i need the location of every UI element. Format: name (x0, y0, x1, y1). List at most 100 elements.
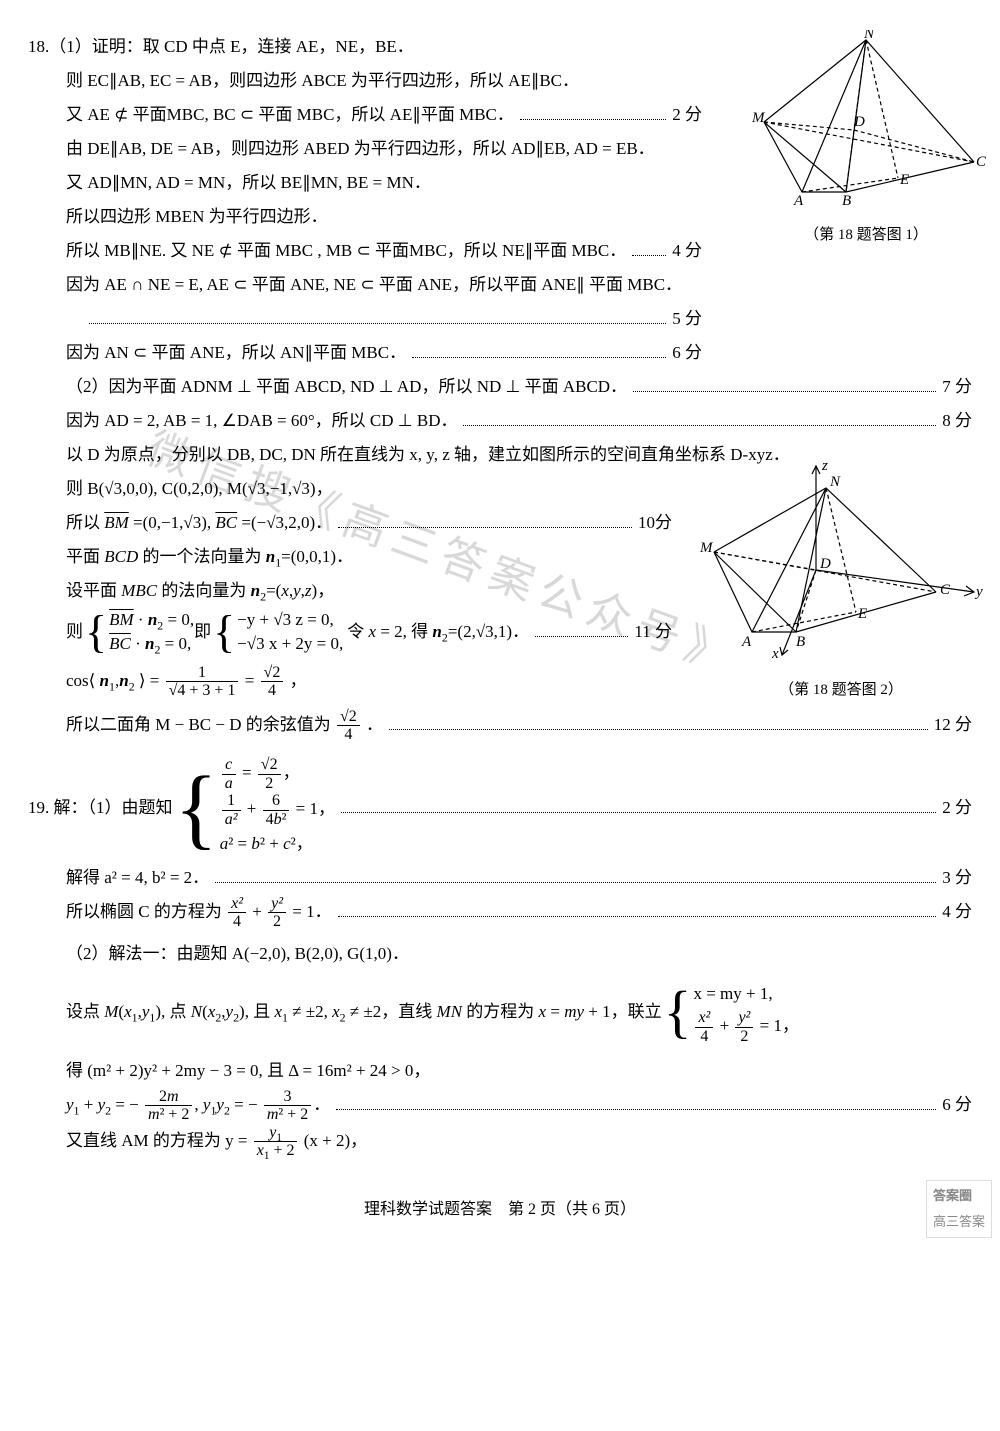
dots (389, 713, 928, 729)
n: x² (228, 895, 246, 914)
q19-l3pts: 4 分 (942, 895, 972, 929)
q18-p2l1pts: 7 分 (942, 370, 972, 404)
q19-l1: 19. 解：（1）由题知 { ca = √22， 1a² + 64b² = 1，… (28, 756, 972, 861)
dots (338, 512, 632, 528)
corner-stamp: 答案圈 高三答案 (926, 1180, 992, 1238)
txt: 又直线 AM 的方程为 y = (66, 1131, 252, 1150)
corner-sub: 高三答案 (933, 1209, 985, 1235)
dots (89, 308, 666, 324)
eq: −√3 x + 2y = 0, (237, 632, 343, 656)
q19-syspts: 2 分 (942, 791, 972, 825)
dots (338, 900, 937, 916)
q19-label: 19. 解：（1）由题知 (28, 791, 173, 825)
q18-p2l8-pre: 则 (66, 615, 83, 649)
q19-l2pts: 3 分 (942, 861, 972, 895)
q18-p2l3: 以 D 为原点，分别以 DB, DC, DN 所在直线为 x, y, z 轴，建… (28, 438, 972, 472)
den: 4 (337, 726, 360, 744)
den: 4 (261, 682, 284, 700)
dots (633, 376, 936, 392)
q19-p2l4pts: 6 分 (942, 1088, 972, 1122)
n: y² (268, 895, 286, 914)
brace-icon: { (85, 611, 107, 652)
q18-l7a: 所以 MB∥NE. 又 NE ⊄ 平面 MBC , MB ⊂ 平面MBC，所以 … (66, 234, 626, 268)
corner-logo: 答案圈 (933, 1183, 985, 1209)
dots (463, 410, 936, 426)
dots (535, 621, 628, 637)
txt: 所以二面角 M − BC − D 的余弦值为 (66, 715, 335, 734)
brace-icon: { (175, 768, 218, 849)
txt: 所以椭圆 C 的方程为 (66, 902, 226, 921)
q18-l6: 所以四边形 MBEN 为平行四边形． (28, 200, 972, 234)
q19-p2l2a: 设点 M(x1,y1), 点 N(x2,y2), 且 x1 ≠ ±2, x2 ≠… (66, 995, 662, 1029)
dots (632, 240, 666, 256)
q18-p2l8-content: 则 { BM · n2 = 0, BC · n2 = 0, 即 { −y + √… (66, 608, 529, 656)
dots (520, 104, 666, 120)
q18-l9: 因为 AN ⊂ 平面 ANE，所以 AN∥平面 MBC． 6 分 (28, 336, 972, 370)
q18-p2l2: 因为 AD = 2, AB = 1, ∠DAB = 60°，所以 CD ⊥ BD… (28, 404, 972, 438)
q18-l7: 所以 MB∥NE. 又 NE ⊄ 平面 MBC , MB ⊂ 平面MBC，所以 … (28, 234, 972, 268)
q18-l4: 由 DE∥AB, DE = AB，则四边形 ABED 为平行四边形，所以 AD∥… (28, 132, 972, 166)
q19-l1-content: 19. 解：（1）由题知 { ca = √22， 1a² + 64b² = 1，… (28, 756, 335, 861)
q18-p2l2pts: 8 分 (942, 404, 972, 438)
end: = 1． (292, 902, 331, 921)
q18-l3: 又 AE ⊄ 平面MBC, BC ⊂ 平面 MBC，所以 AE∥平面 MBC． … (28, 98, 972, 132)
q18-l1: 取 CD 中点 E，连接 AE，NE，BE． (143, 37, 414, 56)
q19-p2l3: 得 (m² + 2)y² + 2my − 3 = 0, 且 Δ = 16m² +… (28, 1054, 972, 1088)
end: (x + 2)， (304, 1131, 367, 1150)
q18-p2l5a: 所以 BM =(0,−1,√3), BC =(−√3,2,0)． (66, 506, 332, 540)
num: 1 (166, 664, 239, 683)
end: ． (366, 715, 383, 734)
q19-p2l4-content: y1 + y2 = − 2mm² + 2, y1y2 = − 3m² + 2． (66, 1088, 330, 1124)
brace-icon: { (213, 611, 235, 652)
q18-p2l1: （2）因为平面 ADNM ⊥ 平面 ABCD, ND ⊥ AD，所以 ND ⊥ … (28, 370, 972, 404)
q18-p2l9: cos⟨ n1,n2 ⟩ = 1√4 + 3 + 1 = √24 ， (28, 664, 972, 700)
q18-p2l5: 所以 BM =(0,−1,√3), BC =(−√3,2,0)． 10分 (28, 506, 972, 540)
q18-l8pts: 5 分 (672, 302, 702, 336)
q18-l3a: 又 AE ⊄ 平面MBC, BC ⊂ 平面 MBC，所以 AE∥平面 MBC． (66, 98, 514, 132)
spacer (66, 302, 83, 336)
q19-l3: 所以椭圆 C 的方程为 x²4 + y²2 = 1． 4 分 (28, 895, 972, 931)
q18-p2l7: 设平面 MBC 的法向量为 n2=(x,y,z)， (28, 574, 972, 608)
q18-p2l10pts: 12 分 (934, 708, 972, 742)
q18-l3pts: 2 分 (672, 98, 702, 132)
q19-l3a: 所以椭圆 C 的方程为 x²4 + y²2 = 1． (66, 895, 332, 931)
brace-icon: { (664, 986, 692, 1038)
q19-p2l5: 又直线 AM 的方程为 y = y1x1 + 2 (x + 2)， (28, 1124, 972, 1160)
q18-p2l8-mid: 即 (194, 615, 211, 649)
q18-p2l1a: （2）因为平面 ADNM ⊥ 平面 ABCD, ND ⊥ AD，所以 ND ⊥ … (66, 370, 627, 404)
q18-l9a: 因为 AN ⊂ 平面 ANE，所以 AN∥平面 MBC． (66, 336, 406, 370)
dots (336, 1093, 936, 1109)
q18-l8: 因为 AE ∩ NE = E, AE ⊂ 平面 ANE, NE ⊂ 平面 ANE… (28, 268, 972, 302)
eq: −y + √3 z = 0, (237, 608, 343, 632)
q19-l2a: 解得 a² = 4, b² = 2． (66, 861, 209, 895)
d: 2 (268, 913, 286, 931)
q19-l2: 解得 a² = 4, b² = 2． 3 分 (28, 861, 972, 895)
q18-l7pts: 4 分 (672, 234, 702, 268)
q18-p2l8: 则 { BM · n2 = 0, BC · n2 = 0, 即 { −y + √… (28, 608, 972, 656)
q18-l8dots: 5 分 (28, 302, 972, 336)
q19-p2l2: 设点 M(x1,y1), 点 N(x2,y2), 且 x1 ≠ ±2, x2 ≠… (28, 979, 972, 1046)
end: ， (290, 671, 307, 690)
q18-l2: 则 EC∥AB, EC = AB，则四边形 ABCE 为平行四边形，所以 AE∥… (28, 64, 972, 98)
q19-p2l1: （2）解法一：由题知 A(−2,0), B(2,0), G(1,0)． (28, 937, 972, 971)
eq: x = my + 1, (693, 979, 799, 1010)
svg-text:y: y (974, 584, 983, 600)
q18-p2l4: 则 B(√3,0,0), C(0,2,0), M(√3,−1,√3)， (28, 472, 972, 506)
svg-text:C: C (976, 154, 986, 170)
q18-label: 18.（1）证明： (28, 37, 143, 56)
page-footer: 理科数学试题答案 第 2 页（共 6 页） (28, 1194, 972, 1226)
dots (412, 342, 666, 358)
q18-p2l2a: 因为 AD = 2, AB = 1, ∠DAB = 60°，所以 CD ⊥ BD… (66, 404, 457, 438)
q18-p2l10: 所以二面角 M − BC − D 的余弦值为 √24 ． 12 分 (28, 708, 972, 744)
q18-p2l6: 平面 BCD 的一个法向量为 n1=(0,0,1)． (28, 540, 972, 574)
q18-l5: 又 AD∥MN, AD = MN，所以 BE∥MN, BE = MN． (28, 166, 972, 200)
q19-p2l4: y1 + y2 = − 2mm² + 2, y1y2 = − 3m² + 2． … (28, 1088, 972, 1124)
dots (215, 866, 936, 882)
eq: = (245, 671, 259, 690)
d: 4 (228, 913, 246, 931)
q18-l9pts: 6 分 (672, 336, 702, 370)
q18-line1: 18.（1）证明：取 CD 中点 E，连接 AE，NE，BE． (28, 30, 972, 64)
q18-p2l10a: 所以二面角 M − BC − D 的余弦值为 √24 ． (66, 708, 383, 744)
q18-p2l5pts: 10分 (638, 506, 672, 540)
q18-p2l8pts: 11 分 (634, 615, 672, 649)
